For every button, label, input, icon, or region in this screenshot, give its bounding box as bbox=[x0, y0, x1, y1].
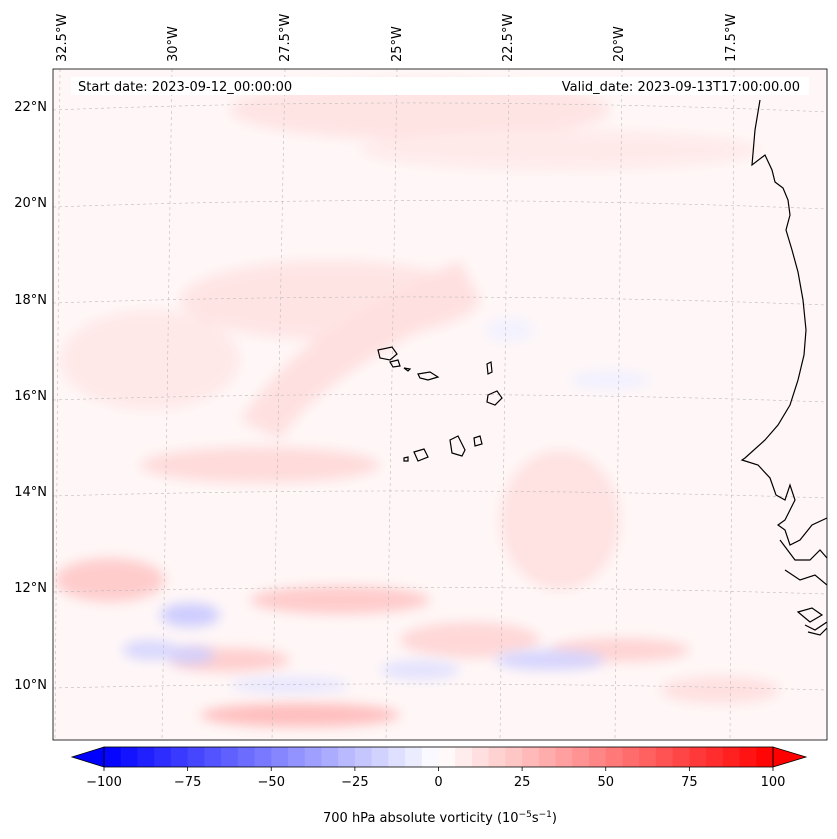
lat-label: 10°N bbox=[14, 678, 47, 693]
island bbox=[389, 359, 401, 368]
colorbar-segment bbox=[672, 747, 690, 767]
colorbar-segment bbox=[271, 747, 289, 767]
island bbox=[377, 346, 398, 361]
colorbar-segment bbox=[538, 747, 557, 767]
lat-label: 20°N bbox=[14, 196, 47, 211]
lat-label: 18°N bbox=[14, 293, 47, 308]
colorbar-segment bbox=[421, 747, 439, 767]
colorbar-segment bbox=[287, 747, 306, 767]
valid-date-text: Valid_date: 2023-09-13T17:00:00.00 bbox=[562, 80, 800, 95]
colorbar-tick-label: 25 bbox=[514, 775, 531, 790]
lon-label: 25°W bbox=[390, 26, 405, 62]
lon-label: 20°W bbox=[612, 26, 627, 62]
colorbar-tick-label: −50 bbox=[258, 775, 285, 790]
colorbar-segment bbox=[689, 747, 707, 767]
colorbar-segment bbox=[605, 747, 623, 767]
colorbar-segment bbox=[154, 747, 172, 767]
colorbar-segment bbox=[655, 747, 674, 767]
colorbar-segment bbox=[555, 747, 573, 767]
colorbar-tick-label: −100 bbox=[86, 775, 122, 790]
colorbar-segment bbox=[120, 747, 138, 767]
colorbar-segment bbox=[438, 747, 456, 767]
vorticity-field bbox=[55, 80, 780, 727]
lat-label: 14°N bbox=[14, 485, 47, 500]
start-date-text: Start date: 2023-09-12_00:00:00 bbox=[78, 80, 292, 95]
colorbar-segment bbox=[170, 747, 189, 767]
colorbar-segment bbox=[221, 747, 239, 767]
colorbar-segment bbox=[354, 747, 373, 767]
colorbar-segment bbox=[639, 747, 657, 767]
latitude-labels: 22°N 20°N 18°N 16°N 14°N 12°N 10°N bbox=[14, 100, 47, 693]
colorbar-segment bbox=[304, 747, 322, 767]
colorbar-segment bbox=[505, 747, 523, 767]
colorbar-segment bbox=[321, 747, 339, 767]
colorbar-segment bbox=[589, 747, 607, 767]
colorbar-tick-label: −25 bbox=[341, 775, 368, 790]
coastlines bbox=[377, 99, 827, 636]
colorbar-max-extension bbox=[772, 746, 808, 768]
colorbar-min-extension bbox=[70, 746, 105, 768]
lon-label: 22.5°W bbox=[501, 14, 516, 62]
lat-label: 16°N bbox=[14, 389, 47, 404]
colorbar: −100 −75 −50 −25 0 25 50 75 100 700 hPa absolute… bbox=[70, 746, 808, 826]
island bbox=[403, 456, 409, 462]
lon-label: 17.5°W bbox=[724, 14, 739, 62]
lon-label: 32.5°W bbox=[55, 14, 70, 62]
island bbox=[403, 367, 412, 372]
colorbar-tick-label: −75 bbox=[174, 775, 201, 790]
africa-coastline bbox=[740, 99, 827, 636]
colorbar-segment bbox=[187, 747, 205, 767]
island bbox=[413, 448, 429, 462]
colorbar-segment bbox=[204, 747, 222, 767]
valid-date-box bbox=[311, 77, 809, 95]
map-frame bbox=[52, 68, 828, 741]
colorbar-tick-label: 100 bbox=[761, 775, 786, 790]
colorbar-segment bbox=[338, 747, 356, 767]
colorbar-segment bbox=[706, 747, 724, 767]
longitude-labels: 32.5°W 30°W 27.5°W 25°W 22.5°W 20°W 17.5… bbox=[55, 14, 739, 62]
colorbar-tick-label: 75 bbox=[681, 775, 698, 790]
island bbox=[486, 390, 503, 406]
colorbar-segment bbox=[622, 747, 640, 767]
colorbar-segment bbox=[455, 747, 473, 767]
island bbox=[486, 361, 493, 375]
lat-label: 22°N bbox=[14, 100, 47, 115]
colorbar-segment bbox=[522, 747, 540, 767]
colorbar-segment bbox=[137, 747, 155, 767]
colorbar-segment bbox=[254, 747, 272, 767]
colorbar-tick-label: 0 bbox=[434, 775, 442, 790]
colorbar-segment bbox=[722, 747, 741, 767]
colorbar-tick-label: 50 bbox=[597, 775, 614, 790]
colorbar-segment bbox=[572, 747, 590, 767]
lon-label: 30°W bbox=[166, 26, 181, 62]
colorbar-segment bbox=[237, 747, 256, 767]
island bbox=[449, 435, 466, 457]
colorbar-segments bbox=[104, 747, 774, 767]
colorbar-segment bbox=[371, 747, 389, 767]
start-date-box bbox=[71, 77, 311, 95]
lat-label: 12°N bbox=[14, 581, 47, 596]
colorbar-segment bbox=[756, 747, 774, 767]
colorbar-segment bbox=[405, 747, 423, 767]
colorbar-label: 700 hPa absolute vorticity (10−5s−1) bbox=[323, 810, 557, 826]
colorbar-segment bbox=[471, 747, 490, 767]
lon-label: 27.5°W bbox=[278, 14, 293, 62]
colorbar-segment bbox=[104, 747, 122, 767]
island bbox=[417, 371, 440, 381]
colorbar-segment bbox=[739, 747, 757, 767]
graticule bbox=[53, 69, 827, 740]
colorbar-ticks: −100 −75 −50 −25 0 25 50 75 100 bbox=[86, 767, 785, 790]
island bbox=[473, 435, 483, 447]
colorbar-segment bbox=[488, 747, 506, 767]
colorbar-segment bbox=[388, 747, 406, 767]
